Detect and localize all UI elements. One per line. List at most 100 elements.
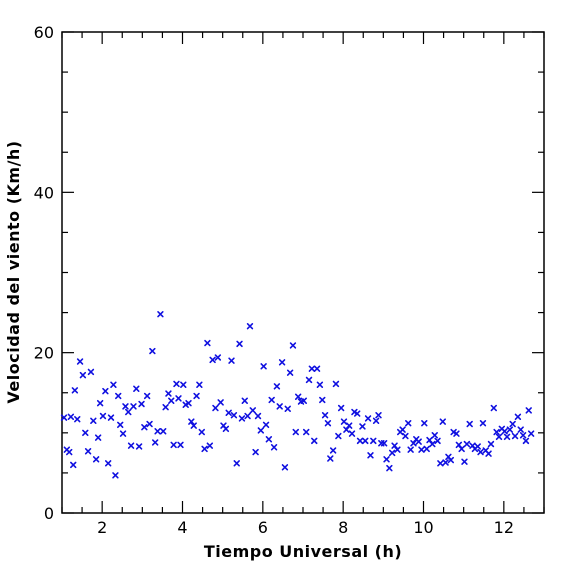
data-point bbox=[394, 446, 401, 453]
data-point bbox=[160, 428, 167, 435]
data-point bbox=[386, 464, 393, 472]
data-point bbox=[439, 418, 446, 425]
y-tick-label: 60 bbox=[34, 23, 54, 42]
data-point bbox=[230, 411, 238, 419]
data-point bbox=[348, 430, 356, 437]
x-axis-label: Tiempo Universal (h) bbox=[204, 542, 402, 561]
data-point bbox=[461, 458, 468, 465]
data-point bbox=[76, 358, 84, 365]
data-point bbox=[165, 390, 172, 397]
data-point bbox=[511, 432, 519, 440]
data-point bbox=[182, 401, 189, 408]
x-tick-labels: 2 4 6 8 10 12 bbox=[97, 518, 514, 537]
data-point bbox=[94, 434, 102, 441]
data-point bbox=[193, 392, 200, 400]
data-point bbox=[351, 408, 358, 416]
data-point bbox=[87, 368, 95, 376]
data-point bbox=[67, 413, 75, 421]
data-point bbox=[332, 380, 340, 388]
data-point bbox=[479, 420, 487, 427]
data-point bbox=[270, 444, 278, 451]
data-point bbox=[168, 397, 175, 404]
data-point bbox=[442, 459, 449, 466]
data-point bbox=[141, 424, 148, 431]
data-point bbox=[313, 365, 321, 372]
data-point bbox=[487, 440, 495, 448]
data-point bbox=[66, 448, 73, 456]
data-point bbox=[367, 452, 374, 459]
data-point bbox=[356, 437, 364, 445]
data-point bbox=[265, 436, 273, 443]
data-point bbox=[519, 432, 527, 439]
data-point bbox=[493, 428, 500, 436]
data-point bbox=[214, 354, 222, 361]
data-point bbox=[501, 428, 508, 435]
data-point bbox=[354, 410, 361, 417]
data-point bbox=[117, 421, 124, 429]
data-point bbox=[276, 403, 283, 410]
data-point bbox=[157, 310, 164, 318]
data-point bbox=[74, 416, 81, 423]
data-point bbox=[319, 396, 326, 404]
axis-ticks bbox=[61, 31, 545, 514]
data-point bbox=[495, 433, 503, 441]
x-tick-label: 8 bbox=[338, 518, 348, 537]
data-point bbox=[206, 442, 214, 449]
data-point bbox=[254, 412, 262, 420]
data-point bbox=[252, 448, 259, 456]
data-point bbox=[244, 412, 251, 420]
data-point bbox=[294, 393, 302, 400]
y-tick-label: 40 bbox=[34, 183, 54, 202]
x-tick-label: 12 bbox=[494, 518, 514, 537]
x-tick-label: 4 bbox=[177, 518, 187, 537]
data-point bbox=[522, 437, 530, 445]
data-point bbox=[423, 445, 430, 453]
data-point bbox=[399, 426, 406, 433]
data-point bbox=[92, 456, 100, 463]
data-point bbox=[262, 421, 270, 429]
data-point bbox=[463, 440, 471, 448]
data-point bbox=[201, 445, 208, 453]
data-point bbox=[102, 387, 109, 395]
data-point bbox=[514, 413, 522, 421]
data-point bbox=[246, 323, 254, 330]
data-point bbox=[209, 356, 216, 364]
data-point bbox=[308, 365, 316, 372]
data-point bbox=[426, 436, 433, 444]
y-tick-labels: 0 20 40 60 bbox=[34, 23, 54, 523]
data-point bbox=[60, 414, 68, 421]
data-point bbox=[127, 442, 135, 449]
data-point bbox=[104, 460, 112, 467]
x-tick-label: 10 bbox=[413, 518, 433, 537]
data-point bbox=[329, 447, 337, 454]
data-point bbox=[477, 448, 484, 456]
data-point bbox=[84, 448, 92, 455]
data-point bbox=[284, 405, 291, 412]
data-point bbox=[345, 422, 353, 429]
data-point bbox=[506, 426, 514, 433]
data-point bbox=[292, 428, 299, 436]
data-point bbox=[119, 430, 127, 437]
data-point bbox=[278, 359, 286, 366]
data-point bbox=[305, 376, 313, 384]
data-point bbox=[431, 432, 438, 439]
data-point bbox=[490, 404, 497, 412]
data-point bbox=[70, 461, 77, 469]
data-point bbox=[327, 455, 334, 462]
data-point bbox=[188, 418, 195, 425]
data-point bbox=[99, 412, 107, 420]
data-point bbox=[485, 450, 492, 457]
data-point bbox=[125, 408, 132, 416]
data-point bbox=[212, 404, 219, 412]
data-point bbox=[340, 418, 348, 425]
data-point bbox=[370, 437, 377, 445]
data-point bbox=[289, 342, 297, 349]
data-point bbox=[517, 426, 524, 433]
data-point bbox=[177, 441, 184, 449]
data-point bbox=[185, 399, 192, 407]
data-point bbox=[410, 440, 417, 447]
data-point bbox=[162, 403, 169, 411]
data-point bbox=[364, 415, 372, 422]
data-point bbox=[79, 371, 87, 379]
data-point bbox=[359, 423, 366, 430]
